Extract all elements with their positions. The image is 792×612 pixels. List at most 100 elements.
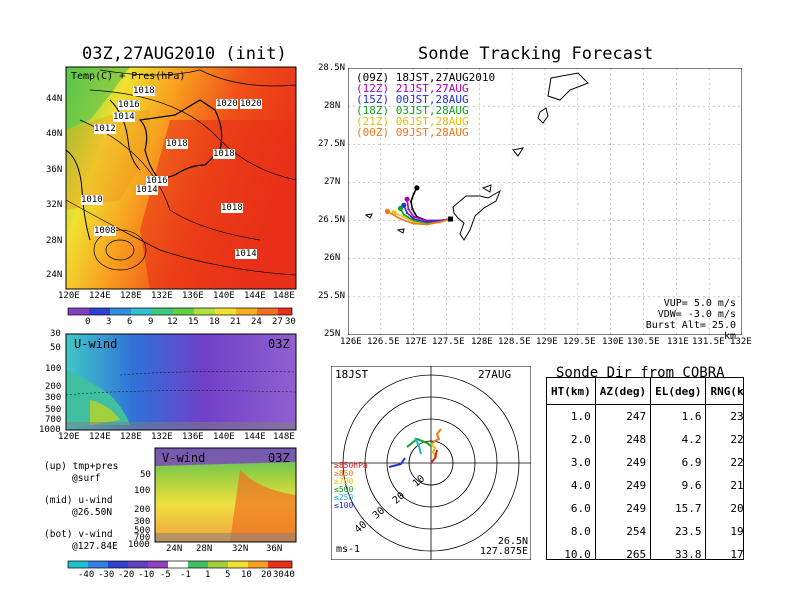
vwind-label: V-wind xyxy=(162,451,206,465)
track-lon-tick: 126.5E xyxy=(367,337,400,347)
vwind-section xyxy=(154,447,297,543)
wind-colorbar xyxy=(67,560,293,569)
legend-text: 06JST,28AUG xyxy=(395,115,469,128)
temp-pressure-map xyxy=(65,66,297,290)
legend-entry: (21Z) 06JST,28AUG xyxy=(356,116,495,127)
track-point xyxy=(438,221,441,224)
legend-code: (21Z) xyxy=(356,115,390,128)
legend-entry: (12Z) 21JST,27AUG xyxy=(356,83,495,94)
track-lon-tick: 129.5E xyxy=(563,337,596,347)
uwind-section xyxy=(65,333,297,431)
table-cell: 6.9 xyxy=(650,451,706,474)
uwind-lon-tick: 136E xyxy=(182,432,204,442)
hodo-ring xyxy=(364,396,498,530)
track-point xyxy=(425,223,428,226)
temp-colorbar-tick: 30 xyxy=(285,317,296,327)
track-lon-tick: 127E xyxy=(405,337,427,347)
table-body: 1.02471.623.22.02484.222.63.02496.922.24… xyxy=(547,404,743,560)
left-panel-title: 03Z,27AUG2010 (init) xyxy=(82,44,287,64)
isobar-label: 1012 xyxy=(94,124,116,134)
track-lon-tick: 130.5E xyxy=(627,337,660,347)
vwind-pres-tick: 100 xyxy=(134,486,151,496)
uwind-pres-tick: 500 xyxy=(45,405,62,415)
level-label: ≤250 xyxy=(334,493,354,502)
track-point xyxy=(397,205,404,211)
track-lat-tick: 27N xyxy=(324,177,341,187)
vwind-pres-tick: 300 xyxy=(134,517,151,527)
column-header: RNG(km) xyxy=(705,378,743,405)
track-lon-tick: 129E xyxy=(536,337,558,347)
map-lat-tick: 24N xyxy=(46,270,63,280)
track-series-line xyxy=(386,210,451,226)
temp-colorbar-tick: 9 xyxy=(148,317,154,327)
uwind-pres-tick: 200 xyxy=(45,382,62,392)
legend-text: 00JST,28AUG xyxy=(395,93,469,106)
table-cell: 4.2 xyxy=(650,428,706,451)
track-lat-tick: 28N xyxy=(324,101,341,111)
legend-code: (00Z) xyxy=(356,126,390,139)
wind-colorbar-tick: -10 xyxy=(138,570,155,580)
wind-colorbar-tick: 10 xyxy=(241,570,252,580)
legend-text: 09JST,28AUG xyxy=(395,126,469,139)
table-cell: 3.0 xyxy=(570,456,591,469)
note-line: @surf xyxy=(72,473,101,484)
track-series-group xyxy=(384,185,453,226)
temp-colorbar-tick: 27 xyxy=(272,317,283,327)
islands xyxy=(364,72,589,241)
track-lon-tick: 127.5E xyxy=(432,337,465,347)
hodo-ring xyxy=(342,374,520,552)
isobar-label: 1014 xyxy=(113,112,135,122)
column-header: AZ(deg) xyxy=(594,378,651,405)
burst-text: Burst Alt= 25.0 km xyxy=(645,320,736,342)
vwind-pres-tick: 1000 xyxy=(128,540,150,550)
wind-colorbar-tick: 40 xyxy=(284,570,295,580)
track-legend: (09Z) 18JST,27AUG2010 (12Z) 21JST,27AUG … xyxy=(356,72,495,138)
vwind-pres-tick: 700 xyxy=(134,533,151,543)
table-cell: 10.0 xyxy=(564,548,591,560)
track-point xyxy=(412,222,415,225)
level-label: ≤500 xyxy=(334,485,354,494)
hodo-time: 18JST xyxy=(335,368,369,381)
legend-text: 03JST,28AUG xyxy=(395,104,469,117)
note-line: @127.84E xyxy=(72,541,118,552)
launch-info: VUP= 5.0 m/s VDW= -3.0 m/s Burst Alt= 25… xyxy=(640,298,736,342)
uwind-lon-tick: 140E xyxy=(213,432,235,442)
temp-colorbar-tick: 21 xyxy=(230,317,241,327)
isobar-label: 1018 xyxy=(213,149,235,159)
isobar-label: 1016 xyxy=(118,100,140,110)
track-lat-tick: 27.5N xyxy=(318,139,346,149)
track-plot xyxy=(348,68,742,335)
track-point xyxy=(401,202,407,208)
table-cell: 23.2 xyxy=(705,404,743,428)
track-lon-tick: 132E xyxy=(730,337,752,347)
track-lat-tick: 25.5N xyxy=(318,291,346,301)
track-lon-tick: 130E xyxy=(602,337,624,347)
track-series-line xyxy=(410,187,451,222)
map-lon-tick: 148E xyxy=(273,291,295,301)
level-label: ≥850 xyxy=(334,469,354,478)
vwind-lat-tick: 28N xyxy=(196,544,213,554)
vwind-pres-tick: 500 xyxy=(134,526,151,536)
table-cell: 1.6 xyxy=(650,404,706,428)
track-lat-tick: 26.5N xyxy=(318,215,346,225)
map-lon-tick: 136E xyxy=(182,291,204,301)
table-cell: 19.2 xyxy=(705,520,743,543)
isobar-label: 1018 xyxy=(133,86,155,96)
table-cell: 247 xyxy=(594,404,651,428)
track-lon-tick: 128.5E xyxy=(498,337,531,347)
note-line: (bot) v-wind xyxy=(44,529,113,540)
table-cell: 6.0 xyxy=(570,502,591,515)
uwind-pres-tick: 1000 xyxy=(39,425,61,435)
uwind-lon-tick: 120E xyxy=(58,432,80,442)
wind-colorbar-tick: 20 xyxy=(261,570,272,580)
temp-colorbar-tick: 24 xyxy=(251,317,262,327)
map-lon-tick: 132E xyxy=(151,291,173,301)
legend-code: (12Z) xyxy=(356,82,390,95)
hodo-lat: 26.5N xyxy=(497,536,528,547)
legend-text: 21JST,27AUG xyxy=(395,82,469,95)
wind-colorbar-tick: 1 xyxy=(205,570,211,580)
isobar-label: 1020 xyxy=(216,99,238,109)
